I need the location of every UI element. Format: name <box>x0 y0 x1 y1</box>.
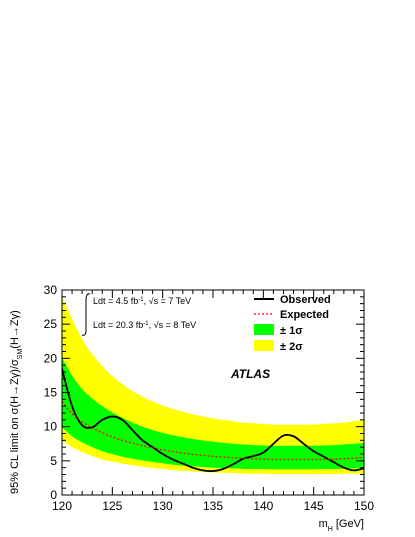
y-tick-label: 10 <box>44 420 58 434</box>
limit-curves <box>62 368 364 473</box>
lumi-7tev-text: Ldt = 4.5 fb-1, √s = 7 TeV <box>93 296 191 306</box>
x-tick-label: 125 <box>102 499 122 513</box>
lumi-8tev-text: Ldt = 20.3 fb-1, √s = 8 TeV <box>93 320 196 330</box>
x-axis-title: mH [GeV] <box>319 518 364 533</box>
expected-limit-line <box>62 400 364 461</box>
y-tick-label: 25 <box>44 317 58 331</box>
integral-sign <box>81 293 91 336</box>
x-tick-label: 135 <box>203 499 223 513</box>
luminosity-annotation: Ldt = 4.5 fb-1, √s = 7 TeV Ldt = 20.3 fb… <box>81 293 196 336</box>
y-tick-label: 30 <box>44 283 58 297</box>
legend-1sigma-swatch <box>254 324 274 335</box>
atlas-label: ATLAS <box>230 367 270 381</box>
legend-expected-label: Expected <box>280 309 329 321</box>
y-axis-title: 95% CL limit on σ(H→Zγ)/σSM(H→Zγ) <box>9 310 24 494</box>
band-1sigma <box>62 357 364 470</box>
y-tick-label: 15 <box>44 386 58 400</box>
x-tick-label: 140 <box>253 499 273 513</box>
uncertainty-bands <box>62 296 364 475</box>
y-tick-label: 20 <box>44 351 58 365</box>
axis-ticks: 0 5 10 15 20 25 30 120 125 130 135 140 145 150 <box>44 283 375 513</box>
legend-observed-label: Observed <box>280 294 331 306</box>
x-tick-label: 120 <box>52 499 72 513</box>
legend: Observed Expected ± 1σ ± 2σ <box>254 294 331 353</box>
observed-limit-line <box>62 368 364 473</box>
x-tick-label: 130 <box>153 499 173 513</box>
y-tick-label: 5 <box>50 454 57 468</box>
legend-2sigma-label: ± 2σ <box>280 341 303 353</box>
x-tick-label: 150 <box>354 499 374 513</box>
x-tick-label: 145 <box>304 499 324 513</box>
legend-1sigma-label: ± 1σ <box>280 325 303 337</box>
legend-2sigma-swatch <box>254 340 274 351</box>
y-tick-label: 0 <box>50 488 57 502</box>
